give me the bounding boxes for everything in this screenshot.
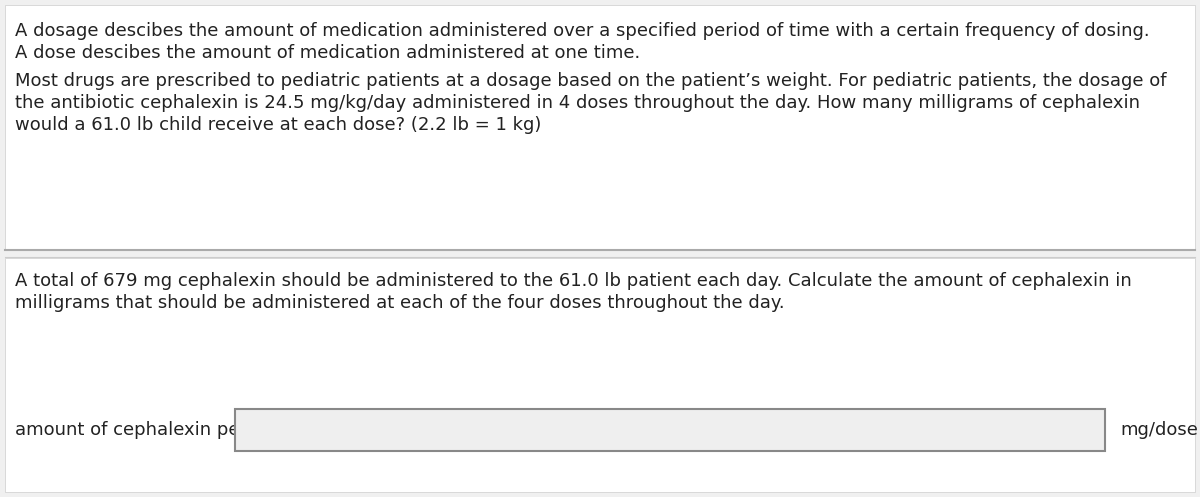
Text: mg/dose: mg/dose — [1120, 421, 1198, 439]
Text: A total of 679 mg cephalexin should be administered to the 61.0 lb patient each : A total of 679 mg cephalexin should be a… — [14, 272, 1132, 290]
FancyBboxPatch shape — [5, 5, 1195, 250]
Text: would a 61.0 lb child receive at each dose? (2.2 lb = 1 kg): would a 61.0 lb child receive at each do… — [14, 116, 541, 134]
FancyBboxPatch shape — [235, 409, 1105, 451]
Text: Most drugs are prescribed to pediatric patients at a dosage based on the patient: Most drugs are prescribed to pediatric p… — [14, 72, 1166, 90]
FancyBboxPatch shape — [5, 258, 1195, 492]
Text: the antibiotic cephalexin is 24.5 mg/kg/day administered in 4 doses throughout t: the antibiotic cephalexin is 24.5 mg/kg/… — [14, 94, 1140, 112]
Text: amount of cephalexin per dose:: amount of cephalexin per dose: — [14, 421, 301, 439]
Text: A dose descibes the amount of medication administered at one time.: A dose descibes the amount of medication… — [14, 44, 641, 62]
Text: milligrams that should be administered at each of the four doses throughout the : milligrams that should be administered a… — [14, 294, 785, 312]
Text: A dosage descibes the amount of medication administered over a specified period : A dosage descibes the amount of medicati… — [14, 22, 1150, 40]
